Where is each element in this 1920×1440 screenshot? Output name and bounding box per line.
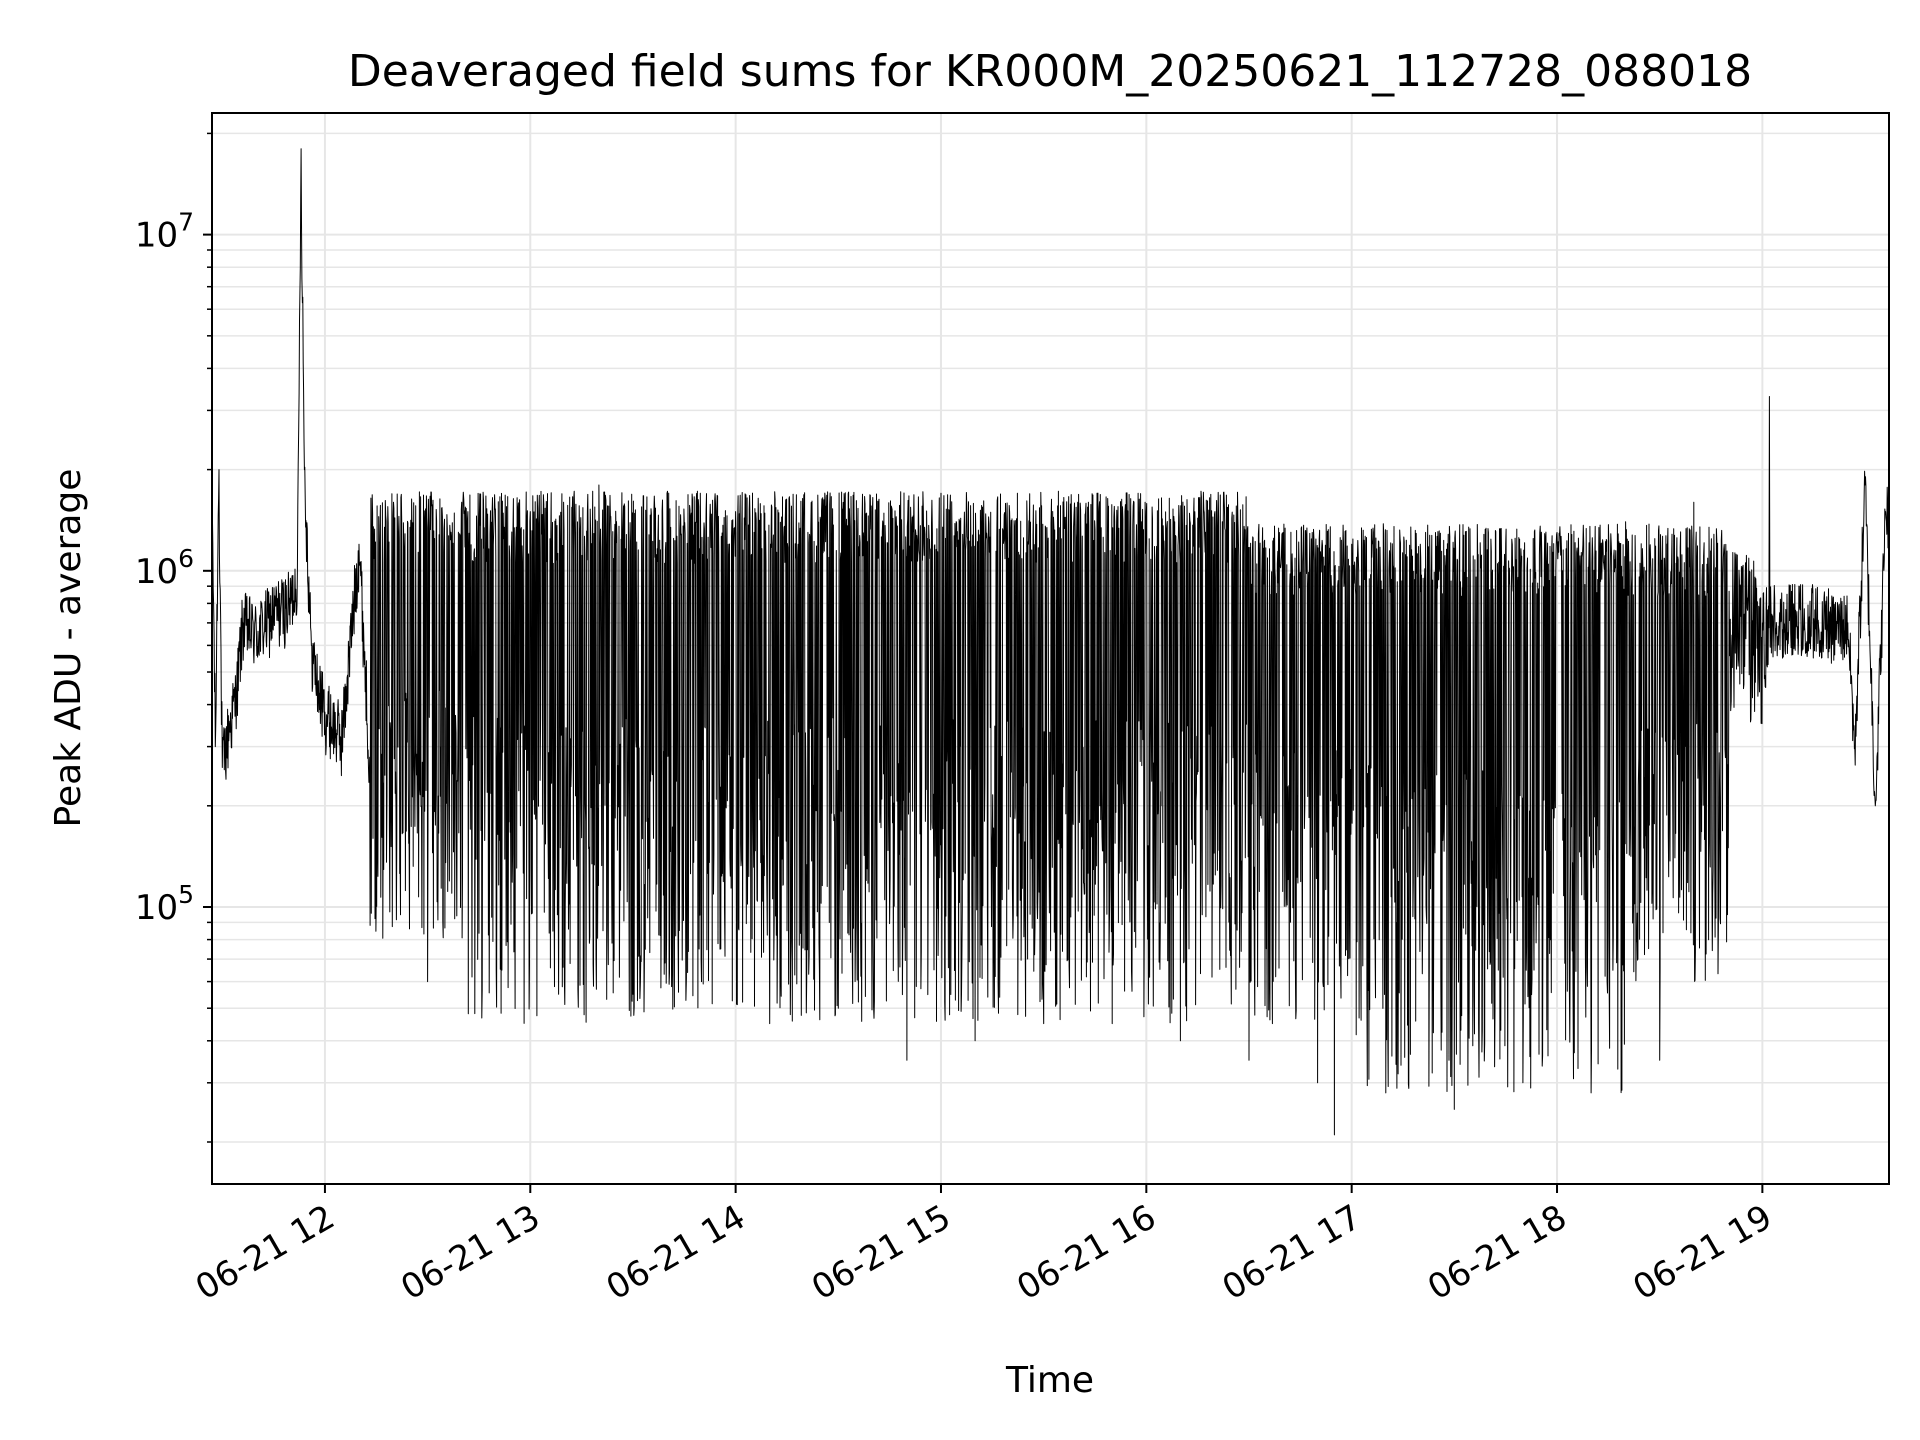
x-tick-label: 06-21 12 — [189, 1197, 341, 1308]
y-tick-label: 106 — [135, 544, 194, 592]
plot-area-frame — [211, 112, 1890, 1185]
x-tick-label: 06-21 14 — [600, 1197, 752, 1308]
x-axis-ticks: 06-21 12 06-21 13 06-21 14 06-21 15 06-21 16… — [189, 1184, 1779, 1308]
chart-title: Deaveraged field sums for KR000M_2025062… — [348, 46, 1752, 97]
y-tick-label: 107 — [135, 208, 194, 256]
x-tick-label: 06-21 13 — [394, 1197, 546, 1308]
x-tick-label: 06-21 19 — [1626, 1197, 1778, 1308]
series-line — [211, 148, 1890, 1136]
x-axis-label: Time — [1005, 1360, 1094, 1401]
y-tick-label: 105 — [135, 880, 194, 928]
x-tick-label: 06-21 16 — [1010, 1197, 1162, 1308]
data-series — [211, 148, 1890, 1136]
x-tick-label: 06-21 15 — [805, 1197, 957, 1308]
y-axis-ticks: 105 106 107 — [135, 132, 212, 1143]
y-axis-label: Peak ADU - average — [48, 469, 89, 828]
x-tick-label: 06-21 17 — [1216, 1197, 1368, 1308]
x-tick-label: 06-21 18 — [1421, 1197, 1573, 1308]
